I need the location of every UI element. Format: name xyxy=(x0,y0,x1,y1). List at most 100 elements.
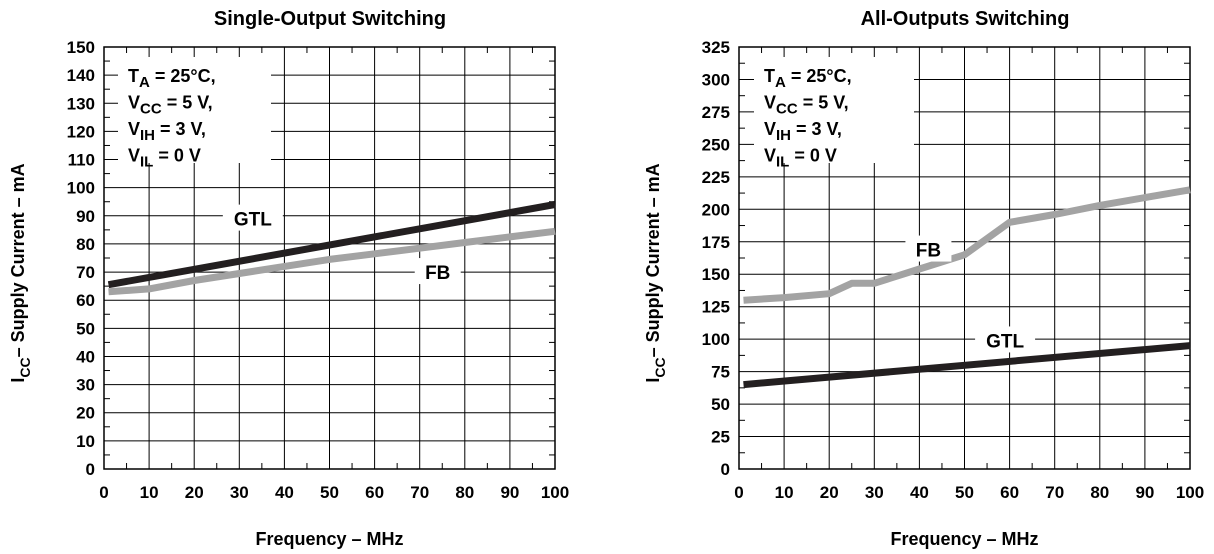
y-tick-label: 225 xyxy=(702,168,730,187)
series-label-fb: FB xyxy=(425,263,450,284)
condition-symbol: V xyxy=(764,146,776,166)
y-axis-label: ICC– Supply Current – mA xyxy=(8,163,33,382)
y-axis-label-symbol: I xyxy=(643,378,663,383)
y-axis-label-text: – Supply Current – mA xyxy=(8,163,28,357)
condition-subscript: IL xyxy=(140,154,153,171)
condition-symbol: V xyxy=(764,119,776,139)
y-tick-label: 90 xyxy=(76,207,95,226)
y-tick-label: 130 xyxy=(67,94,95,113)
x-tick-label: 0 xyxy=(99,483,108,502)
condition-subscript: CC xyxy=(140,101,162,118)
y-tick-label: 75 xyxy=(711,363,730,382)
condition-line: VIL = 0 V xyxy=(128,146,201,171)
condition-subscript: IH xyxy=(140,127,155,144)
series-line-gtl xyxy=(107,201,556,289)
y-tick-label: 60 xyxy=(76,291,95,310)
x-tick-label: 80 xyxy=(455,483,474,502)
condition-subscript: IL xyxy=(776,154,789,171)
x-tick-label: 40 xyxy=(275,483,294,502)
y-tick-label: 80 xyxy=(76,235,95,254)
condition-symbol: V xyxy=(128,119,140,139)
plot-frame xyxy=(103,46,556,470)
x-tick-label: 30 xyxy=(865,483,884,502)
y-axis-label-subscript: CC xyxy=(652,357,668,377)
condition-symbol: V xyxy=(128,146,140,166)
series-label-background xyxy=(905,235,952,262)
x-axis-label: Frequency – MHz xyxy=(890,529,1038,549)
x-tick-label: 30 xyxy=(230,483,249,502)
y-tick-label: 50 xyxy=(711,395,730,414)
x-tick-label: 10 xyxy=(140,483,159,502)
single-output-chart: Single-Output Switching 0 10 20 30 40 50 60 70 80… xyxy=(8,8,569,549)
y-tick-label: 25 xyxy=(711,428,730,447)
condition-symbol: V xyxy=(128,93,140,113)
y-tick-label: 0 xyxy=(721,460,730,479)
series-label-background xyxy=(414,258,461,285)
condition-value: = 3 V, xyxy=(791,119,842,139)
y-tick-label: 50 xyxy=(76,319,95,338)
y-tick-label: 275 xyxy=(702,103,730,122)
series-label-gtl: GTL xyxy=(986,331,1024,352)
y-tick-label: 100 xyxy=(67,179,95,198)
chart-title: All-Outputs Switching xyxy=(861,8,1070,30)
condition-subscript: IH xyxy=(776,127,791,144)
y-tick-label: 70 xyxy=(76,263,95,282)
x-tick-label: 100 xyxy=(541,483,569,502)
series-line-fb xyxy=(108,227,556,296)
y-tick-label: 20 xyxy=(76,404,95,423)
condition-subscript: A xyxy=(775,74,786,91)
condition-line: VIH = 3 V, xyxy=(764,119,842,144)
y-axis-label-symbol: I xyxy=(8,378,28,383)
condition-line: VCC = 5 V, xyxy=(128,93,213,118)
y-tick-label: 250 xyxy=(702,135,730,154)
condition-line: TA = 25°C, xyxy=(764,66,852,91)
y-tick-label: 40 xyxy=(76,347,95,366)
y-tick-label: 100 xyxy=(702,330,730,349)
y-tick-label: 300 xyxy=(702,70,730,89)
x-tick-label: 50 xyxy=(955,483,974,502)
condition-line: TA = 25°C, xyxy=(128,66,216,91)
condition-value: = 5 V, xyxy=(798,93,849,113)
x-tick-label: 20 xyxy=(820,483,839,502)
conditions-background xyxy=(118,57,271,163)
y-tick-label: 125 xyxy=(702,298,730,317)
y-axis-label-subscript: CC xyxy=(17,357,33,377)
y-axis-label-text: – Supply Current – mA xyxy=(643,163,663,357)
condition-value: = 25°C, xyxy=(786,66,852,86)
y-tick-label: 200 xyxy=(702,200,730,219)
condition-subscript: A xyxy=(139,74,150,91)
y-tick-label: 150 xyxy=(67,38,95,57)
condition-subscript: CC xyxy=(776,101,798,118)
x-tick-label: 10 xyxy=(775,483,794,502)
y-axis-label: ICC– Supply Current – mA xyxy=(643,163,668,382)
y-tick-label: 150 xyxy=(702,265,730,284)
x-tick-label: 60 xyxy=(1000,483,1019,502)
y-tick-label: 325 xyxy=(702,38,730,57)
y-tick-label: 30 xyxy=(76,376,95,395)
x-tick-label: 100 xyxy=(1176,483,1204,502)
condition-value: = 3 V, xyxy=(155,119,206,139)
y-tick-label: 175 xyxy=(702,233,730,252)
series-label-background xyxy=(222,204,283,231)
y-tick-label: 0 xyxy=(86,460,95,479)
condition-line: VCC = 5 V, xyxy=(764,93,849,118)
series-line-gtl xyxy=(743,342,1191,389)
x-tick-label: 0 xyxy=(734,483,743,502)
condition-symbol: T xyxy=(128,66,139,86)
plot-frame xyxy=(738,46,1191,470)
all-outputs-chart: All-Outputs Switching 0 10 20 30 40 50 60 70 80 90… xyxy=(643,8,1204,549)
condition-symbol: T xyxy=(764,66,775,86)
y-tick-label: 140 xyxy=(67,66,95,85)
condition-line: VIH = 3 V, xyxy=(128,119,206,144)
chart-title: Single-Output Switching xyxy=(214,8,446,30)
y-tick-label: 10 xyxy=(76,432,95,451)
condition-value: = 0 V xyxy=(153,146,201,166)
y-tick-label: 110 xyxy=(68,151,95,170)
x-axis-label: Frequency – MHz xyxy=(255,529,403,549)
condition-value: = 5 V, xyxy=(162,93,213,113)
condition-value: = 25°C, xyxy=(150,66,216,86)
x-tick-label: 70 xyxy=(1045,483,1064,502)
x-tick-label: 40 xyxy=(910,483,929,502)
y-tick-label: 120 xyxy=(67,122,95,141)
